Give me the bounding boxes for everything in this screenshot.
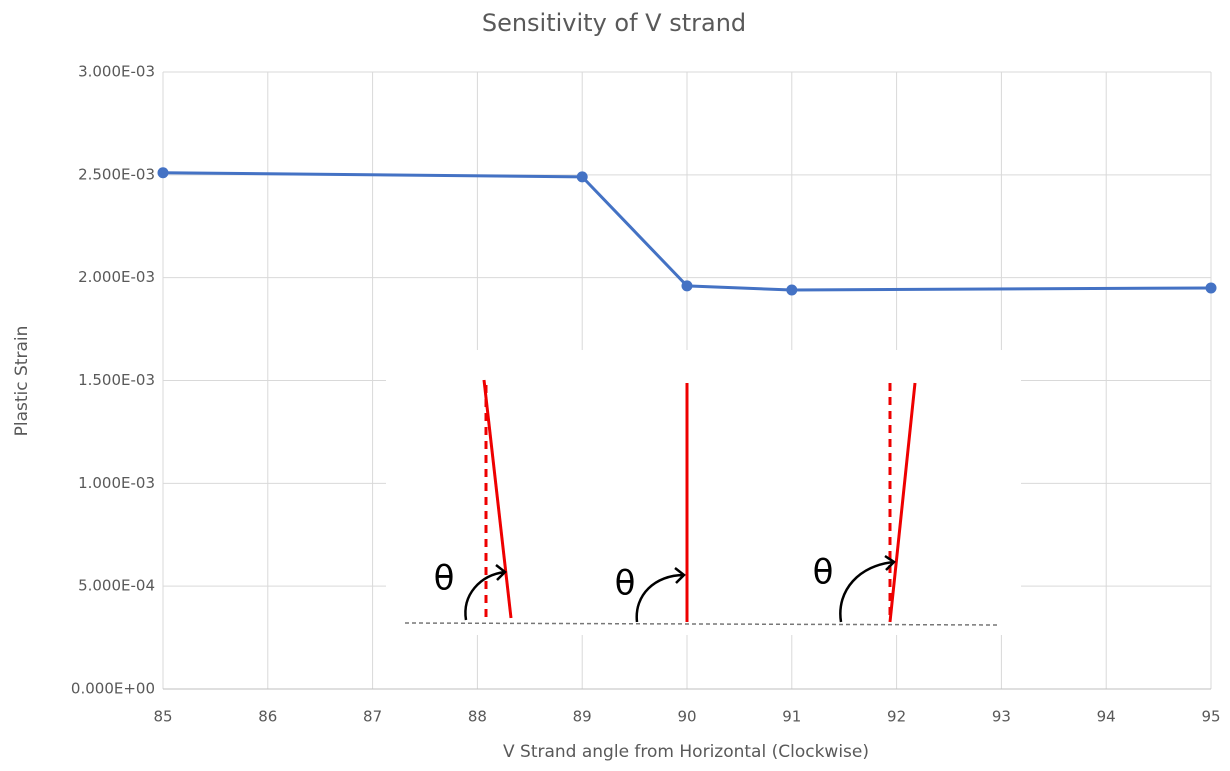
strand	[888, 382, 917, 623]
chart-title: Sensitivity of V strand	[482, 9, 746, 37]
theta: θ	[615, 564, 636, 604]
y-tick-label: 3.000E-03	[78, 63, 155, 81]
angle-arrows	[464, 554, 896, 623]
x-tick-label: 90	[677, 708, 696, 726]
arrow	[464, 564, 507, 621]
horizontal-reference	[404, 622, 1001, 626]
theta: θ	[813, 553, 834, 593]
y-tick-label: 1.500E-03	[78, 371, 155, 389]
data-point	[1205, 282, 1217, 294]
x-tick-label: 95	[1201, 708, 1220, 726]
y-tick-label: 0.000E+00	[71, 680, 155, 698]
x-tick-label: 92	[887, 708, 906, 726]
arrow	[839, 554, 896, 623]
x-tick-label: 89	[573, 708, 592, 726]
x-tick-label: 94	[1097, 708, 1116, 726]
x-tick-label: 87	[363, 708, 382, 726]
data-point	[681, 280, 693, 292]
x-tick-label: 85	[153, 708, 172, 726]
x-tick-label: 88	[468, 708, 487, 726]
y-tick-label: 2.500E-03	[78, 165, 155, 183]
data-point	[576, 171, 588, 183]
x-axis-title: V Strand angle from Horizontal (Clockwis…	[503, 742, 869, 762]
inset-figure: θ θ θ	[386, 350, 1021, 635]
theta: θ	[434, 559, 455, 599]
x-tick-label: 91	[782, 708, 801, 726]
y-axis-title: Plastic Strain	[12, 326, 32, 437]
data-point	[786, 284, 798, 296]
y-tick-label: 5.000E-04	[78, 577, 155, 595]
x-tick-label: 93	[992, 708, 1011, 726]
data-point	[157, 167, 169, 179]
inset-background	[386, 350, 1021, 635]
y-tick-label: 2.000E-03	[78, 268, 155, 286]
strand	[482, 379, 513, 619]
x-tick-label: 86	[258, 708, 277, 726]
arrow	[635, 567, 686, 623]
y-tick-label: 1.000E-03	[78, 474, 155, 492]
